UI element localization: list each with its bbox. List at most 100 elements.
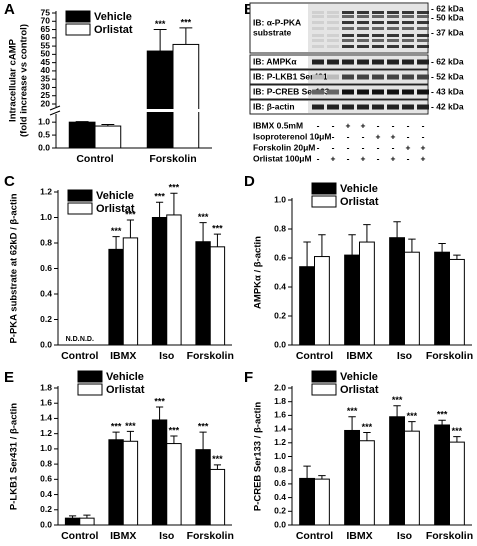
- band: [357, 21, 369, 24]
- y-tick-label: 60: [41, 32, 51, 42]
- error-bar: [318, 475, 326, 480]
- legend-label: Vehicle: [340, 371, 378, 383]
- band: [342, 11, 354, 14]
- annotation: ***: [111, 226, 122, 236]
- y-tick-label: 0.0: [40, 519, 52, 529]
- axis-break: [49, 110, 61, 116]
- annotation: N.D.: [66, 336, 80, 343]
- band: [372, 39, 384, 42]
- y-tick-label: 0.6: [274, 252, 286, 262]
- band: [372, 15, 384, 18]
- probe-label: IB: P-CREB Ser133: [253, 86, 330, 96]
- x-tick-label: IBMX: [110, 350, 136, 362]
- y-tick-label: 0.4: [40, 288, 52, 298]
- probe-label: IB: P-LKB1 Ser431: [253, 71, 328, 81]
- treatment-sign: +: [361, 153, 366, 163]
- y-tick-label: 35: [41, 73, 51, 83]
- bar: [209, 246, 226, 346]
- y-tick-label: 1.4: [274, 423, 286, 433]
- treatment-sign: -: [392, 142, 395, 152]
- x-tick-label: Iso: [397, 530, 412, 542]
- error-bar: [199, 222, 207, 242]
- y-tick-label: 0.4: [40, 489, 52, 499]
- bar: [359, 440, 375, 526]
- y-tick-label: 0.6: [40, 263, 52, 273]
- legend-label: Orlistat: [94, 24, 133, 36]
- y-tick-label: 0.4: [274, 281, 286, 291]
- y-tick-label: 30: [41, 82, 51, 92]
- band: [387, 89, 399, 95]
- annotation: ***: [169, 183, 180, 193]
- y-tick-label: 0.2: [40, 314, 52, 324]
- bar: [389, 237, 405, 346]
- band: [312, 34, 324, 37]
- band: [342, 39, 354, 42]
- treatment-sign: +: [421, 142, 426, 152]
- band: [387, 21, 399, 24]
- legend-swatch: [65, 23, 91, 36]
- treatment-sign: -: [317, 120, 320, 130]
- annotation: ***: [198, 422, 209, 432]
- error-bar: [393, 405, 401, 417]
- band: [357, 11, 369, 14]
- treatment-sign: -: [317, 142, 320, 152]
- y-tick-label: 0.2: [40, 504, 52, 514]
- band: [312, 39, 324, 42]
- band: [312, 27, 324, 30]
- y-tick-label: 20: [41, 98, 51, 108]
- annotation: N.D.: [80, 336, 94, 343]
- annotation: ***: [437, 410, 448, 420]
- treatment-sign: -: [347, 153, 350, 163]
- band: [402, 104, 414, 110]
- y-tick-label: 0.8: [274, 464, 286, 474]
- treatment-sign: -: [392, 120, 395, 130]
- band: [357, 34, 369, 37]
- y-tick-label: 1.8: [40, 382, 52, 392]
- treatment-sign: +: [361, 120, 366, 130]
- band: [327, 27, 339, 30]
- bar: [122, 237, 139, 346]
- treatment-sign: -: [347, 131, 350, 141]
- band: [357, 27, 369, 30]
- y-tick-label: 0.5: [38, 129, 50, 139]
- error-bar: [75, 121, 89, 123]
- band: [417, 89, 429, 95]
- treatment-sign: -: [332, 120, 335, 130]
- bar: [449, 441, 465, 526]
- treatment-sign: -: [332, 142, 335, 152]
- annotation: ***: [392, 395, 403, 405]
- y-tick-label: 1.0: [40, 212, 52, 222]
- x-tick-label: Forskolin: [187, 350, 234, 362]
- error-bar: [303, 465, 311, 479]
- bar: [94, 125, 122, 149]
- legend-label: Vehicle: [106, 371, 144, 383]
- band: [402, 15, 414, 18]
- marker-label: - 52 kDa: [431, 71, 464, 81]
- bar: [314, 478, 330, 526]
- annotation: ***: [198, 212, 209, 222]
- band: [327, 59, 339, 65]
- band: [417, 21, 429, 24]
- y-tick-label: 0.4: [274, 492, 286, 502]
- legend-swatch: [311, 195, 337, 208]
- bar: [151, 419, 168, 526]
- y-tick-label: 1.6: [40, 397, 52, 407]
- error-bar: [213, 464, 222, 470]
- band: [402, 89, 414, 95]
- annotation: ***: [452, 426, 463, 436]
- y-tick-label: 70: [41, 16, 51, 26]
- y-tick-label: 1.2: [40, 428, 52, 438]
- y-tick-label: 0.8: [40, 458, 52, 468]
- y-tick-label: 0.0: [40, 339, 52, 349]
- error-bar: [155, 406, 164, 420]
- error-bar: [318, 234, 326, 257]
- y-tick-label: 0.0: [274, 339, 286, 349]
- band: [342, 34, 354, 37]
- panel-label: C: [4, 173, 15, 190]
- annotation: ***: [181, 17, 192, 27]
- bar: [108, 248, 124, 346]
- treatment-sign: -: [317, 131, 320, 141]
- marker-label: - 42 kDa: [431, 101, 464, 111]
- y-tick-label: 40: [41, 65, 51, 75]
- y-tick-label: 1.0: [38, 116, 50, 126]
